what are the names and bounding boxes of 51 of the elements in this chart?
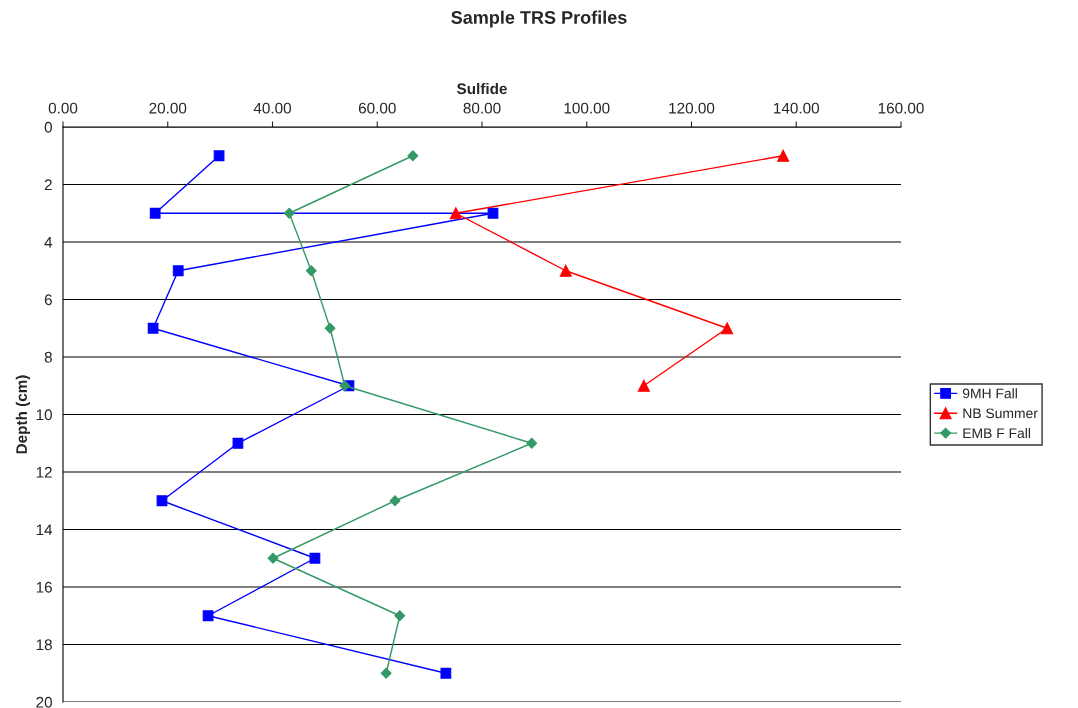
x-tick-label: 80.00 <box>463 102 501 114</box>
x-tick-label: 120.00 <box>669 102 715 114</box>
point <box>339 380 351 392</box>
x-tick-label: 60.00 <box>358 102 396 114</box>
point <box>487 207 499 219</box>
y-tick-label: 18 <box>36 639 52 651</box>
point <box>156 495 168 507</box>
y-tick-label: 6 <box>44 294 52 306</box>
point <box>777 149 790 162</box>
x-tick-label: 0.00 <box>48 102 78 114</box>
y-tick-label: 2 <box>44 179 52 191</box>
point <box>721 322 734 335</box>
point <box>324 322 336 334</box>
y-tick-label: 0 <box>44 121 52 133</box>
point <box>389 495 401 507</box>
point <box>440 667 452 679</box>
y-tick-label: 16 <box>36 581 52 593</box>
x-tick-label: 40.00 <box>253 102 292 114</box>
point <box>213 150 225 162</box>
x-tick-label: 160.00 <box>878 102 924 114</box>
y-tick-label: 12 <box>36 466 52 478</box>
point <box>147 322 159 334</box>
x-tick-label: 100.00 <box>564 102 610 114</box>
chart-title: Sample TRS Profiles <box>451 10 627 28</box>
point <box>526 437 538 449</box>
x-tick-label: 20.00 <box>149 102 187 114</box>
point <box>407 150 419 162</box>
y-tick-label: 4 <box>44 237 53 248</box>
y-tick-label: 14 <box>36 524 53 536</box>
point <box>172 265 184 277</box>
point <box>449 207 462 220</box>
legend-label: NB Summer <box>963 408 1038 419</box>
point <box>283 207 295 219</box>
point <box>149 207 161 219</box>
point <box>309 552 321 564</box>
x-tick-label: 140.00 <box>774 102 820 114</box>
point <box>232 437 244 449</box>
point <box>380 667 392 679</box>
y-tick-label: 10 <box>36 409 52 421</box>
legend-label: 9MH Fall <box>962 388 1017 399</box>
legend-label: EMB F Fall <box>963 427 1031 439</box>
y-tick-label: 8 <box>44 351 52 363</box>
y-axis-title: Depth (cm) <box>15 375 31 454</box>
point <box>559 264 572 277</box>
point <box>305 265 317 277</box>
point <box>202 610 214 622</box>
x-axis-title: Sulfide <box>456 82 507 95</box>
point <box>394 610 406 622</box>
y-tick-label: 20 <box>36 696 52 708</box>
point <box>637 379 650 392</box>
point <box>267 552 279 564</box>
